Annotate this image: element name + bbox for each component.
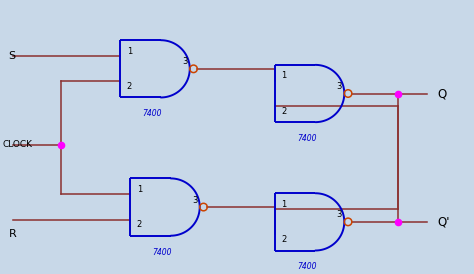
- Text: 2: 2: [281, 107, 286, 116]
- Text: 3: 3: [182, 58, 187, 66]
- Text: 1: 1: [127, 47, 132, 56]
- Text: 7400: 7400: [297, 262, 317, 271]
- Text: 2: 2: [127, 82, 132, 91]
- Text: 7400: 7400: [143, 109, 162, 118]
- Text: S: S: [9, 51, 16, 61]
- Text: CLOCK: CLOCK: [3, 140, 33, 149]
- Text: 7400: 7400: [297, 134, 317, 143]
- Text: Q: Q: [438, 87, 447, 100]
- Text: 1: 1: [137, 185, 142, 194]
- Text: 3: 3: [337, 210, 342, 219]
- Text: R: R: [9, 229, 17, 239]
- Text: Q': Q': [438, 215, 450, 228]
- Text: 3: 3: [337, 82, 342, 91]
- Text: 2: 2: [281, 235, 286, 244]
- Text: 7400: 7400: [153, 247, 172, 256]
- Text: 1: 1: [281, 200, 286, 209]
- Text: 1: 1: [281, 72, 286, 81]
- Text: 2: 2: [137, 220, 142, 229]
- Text: 3: 3: [192, 196, 197, 205]
